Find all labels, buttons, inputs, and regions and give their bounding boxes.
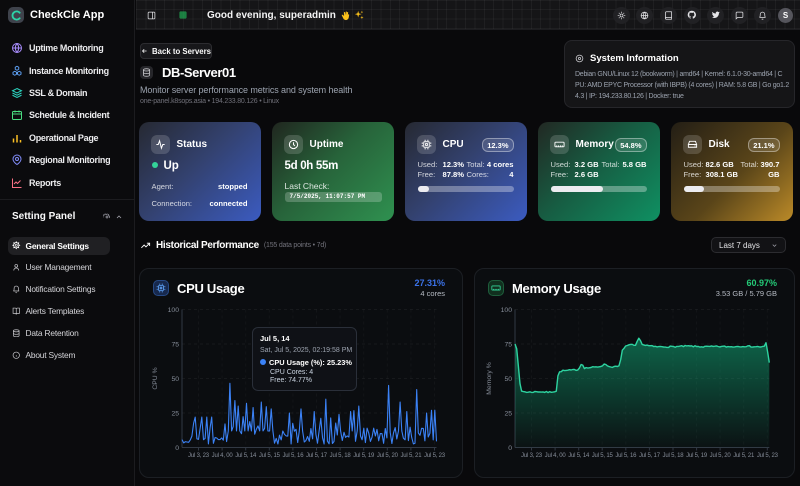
svg-text:0: 0 [508,445,512,452]
svg-text:Jul 5, 21: Jul 5, 21 [733,453,755,459]
svg-text:75: 75 [504,342,512,349]
svg-text:Jul 5, 18: Jul 5, 18 [330,453,352,459]
svg-text:Jul 5, 19: Jul 5, 19 [353,453,375,459]
svg-text:Jul 5, 23: Jul 5, 23 [424,453,446,459]
svg-text:75: 75 [171,342,179,349]
svg-text:Jul 4, 00: Jul 4, 00 [212,453,234,459]
svg-text:Jul 5, 16: Jul 5, 16 [615,453,637,459]
svg-text:100: 100 [501,307,513,314]
svg-text:100: 100 [168,307,180,314]
svg-text:Jul 5, 20: Jul 5, 20 [710,453,732,459]
svg-text:0: 0 [175,445,179,452]
svg-text:Jul 3, 23: Jul 3, 23 [521,453,543,459]
svg-text:25: 25 [171,411,179,418]
svg-text:Memory %: Memory % [486,362,493,394]
svg-text:Jul 5, 15: Jul 5, 15 [259,453,281,459]
svg-text:Jul 5, 19: Jul 5, 19 [686,453,708,459]
svg-text:Jul 4, 00: Jul 4, 00 [545,453,567,459]
svg-text:Jul 5, 18: Jul 5, 18 [663,453,685,459]
svg-text:CPU %: CPU % [152,367,159,389]
svg-text:25: 25 [504,411,512,418]
svg-text:Jul 5, 15: Jul 5, 15 [592,453,614,459]
svg-text:50: 50 [171,376,179,383]
svg-text:50: 50 [504,376,512,383]
svg-text:Jul 3, 23: Jul 3, 23 [188,453,210,459]
svg-text:Jul 5, 14: Jul 5, 14 [235,453,257,459]
svg-text:Jul 5, 17: Jul 5, 17 [306,453,328,459]
svg-text:Jul 5, 17: Jul 5, 17 [639,453,661,459]
svg-text:Jul 5, 23: Jul 5, 23 [757,453,779,459]
svg-text:Jul 5, 21: Jul 5, 21 [400,453,422,459]
svg-text:Jul 5, 16: Jul 5, 16 [282,453,304,459]
svg-text:Jul 5, 20: Jul 5, 20 [377,453,399,459]
svg-text:Jul 5, 14: Jul 5, 14 [568,453,590,459]
